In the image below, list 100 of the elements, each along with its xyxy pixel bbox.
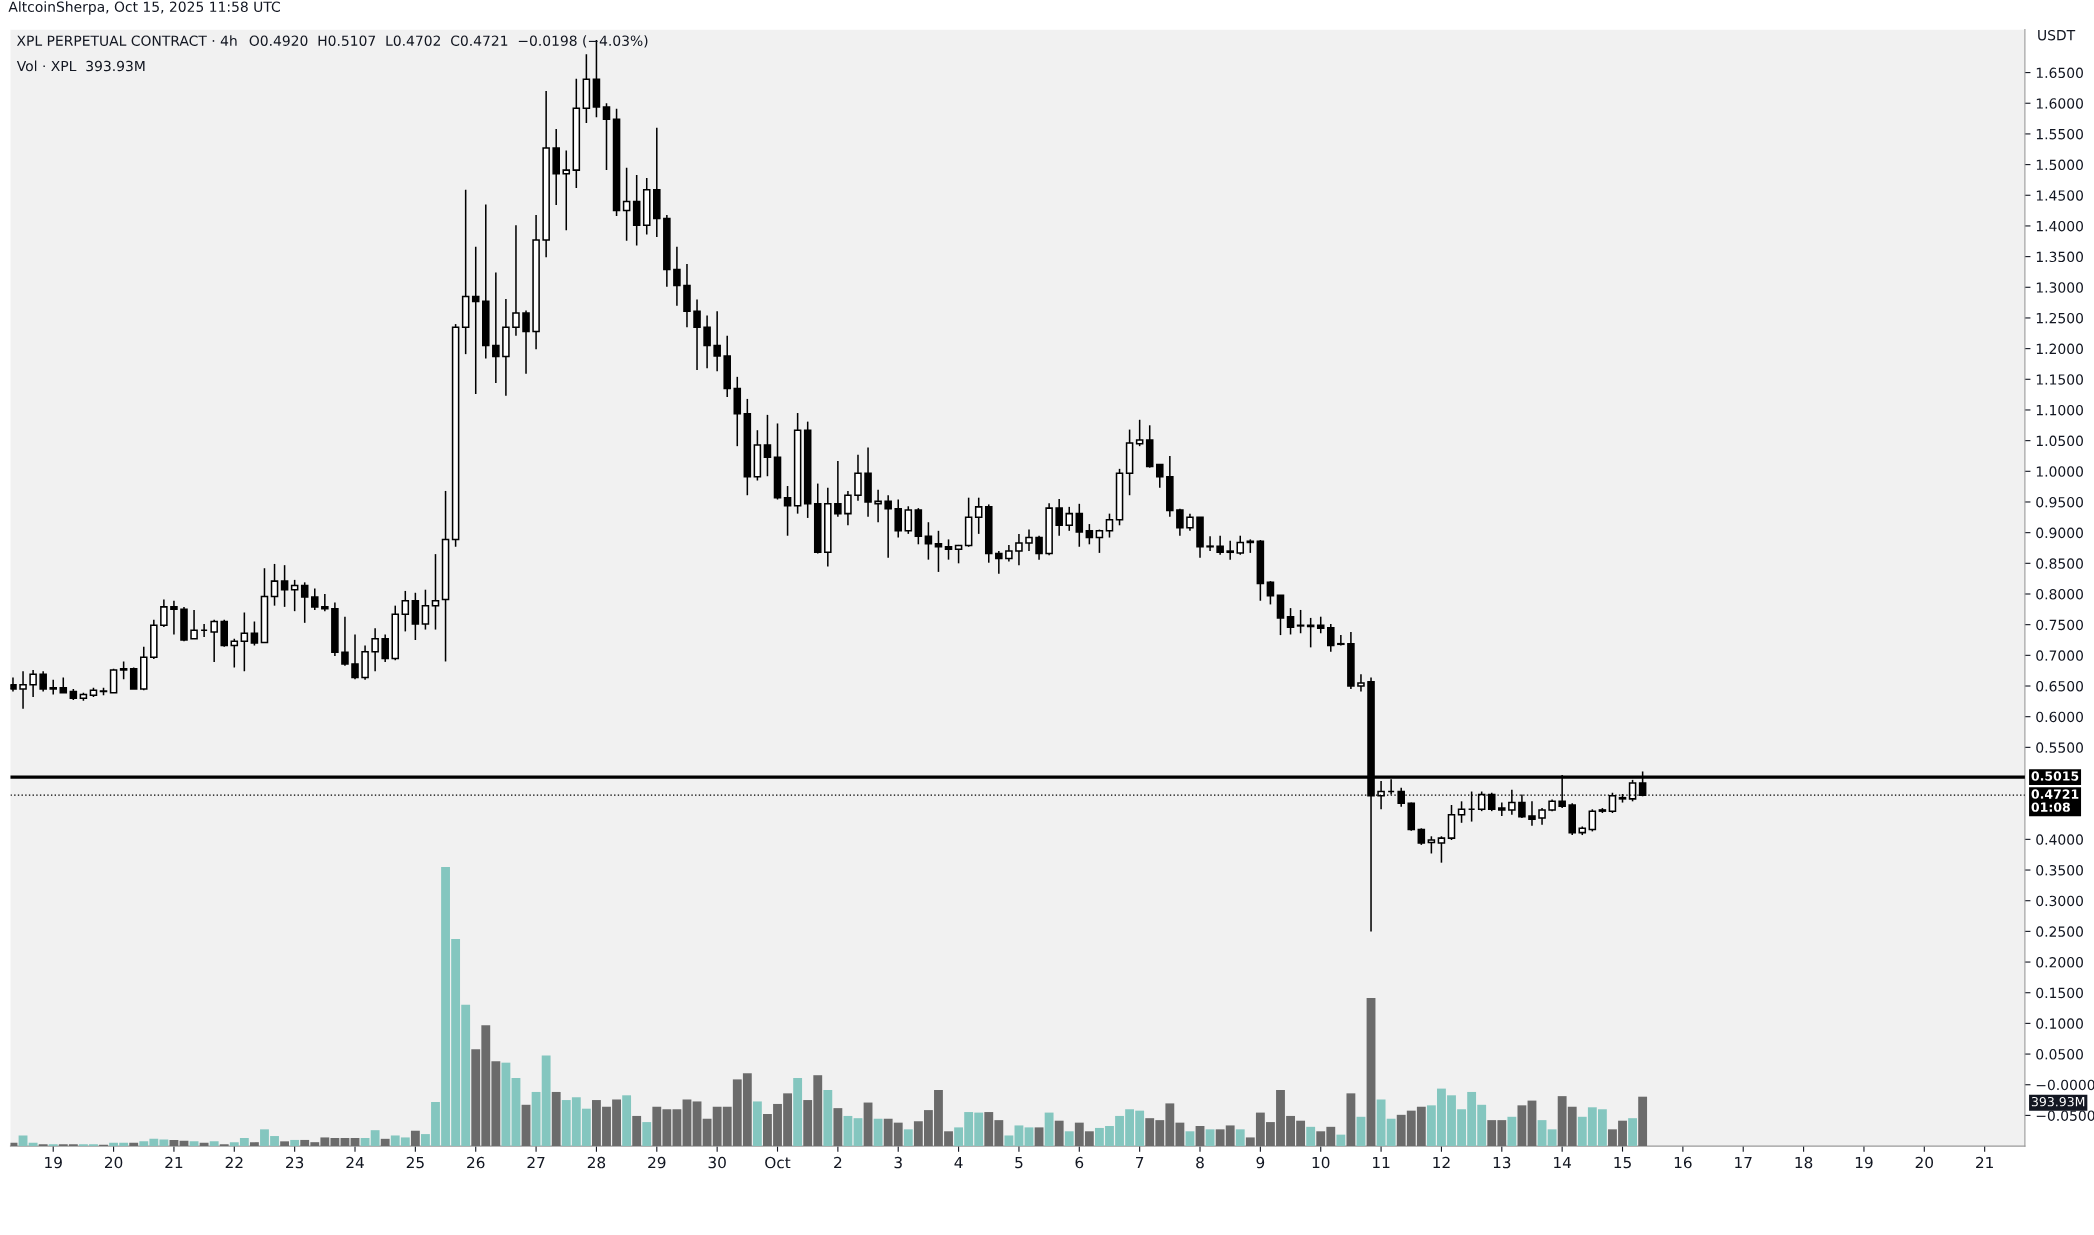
x-tick-label: 4 (954, 1156, 963, 1169)
text: AltcoinSherpa, Oct 15, 2025 11:58 UTC (8, 1, 280, 15)
bar (1185, 1131, 1195, 1147)
candlestick (39, 670, 47, 693)
x-tick-label: 7 (1136, 1156, 1144, 1169)
bar (692, 1101, 702, 1147)
text: 393.93M (2031, 1096, 2085, 1107)
y-tick-label: 0.2500 (2036, 926, 2083, 937)
bar (1336, 1134, 1346, 1147)
candlestick (220, 618, 229, 648)
y-tick-label: 1.4000 (2036, 220, 2083, 232)
bar (1014, 1125, 1024, 1147)
y-tick-label: 1.5500 (2036, 128, 2083, 140)
bar (521, 1104, 531, 1147)
x-tick-label: 14 (1554, 1156, 1572, 1169)
candlestick (1357, 673, 1365, 693)
bar (1195, 1125, 1205, 1147)
candlestick (250, 620, 259, 647)
y-tick-label: 0.4000 (2036, 834, 2083, 845)
bar (1638, 1096, 1648, 1147)
candlestick (1105, 512, 1114, 539)
bar (1537, 1120, 1547, 1147)
candlestick (492, 271, 500, 384)
bar (1628, 1118, 1637, 1147)
candlestick (1135, 419, 1144, 447)
y-tick-label: 1.1500 (2036, 374, 2083, 385)
y-tick-label: 1.6000 (2036, 98, 2083, 109)
candlestick (1075, 503, 1084, 548)
candlestick (844, 490, 852, 527)
bar (843, 1115, 853, 1147)
y-tick-label: 0.7500 (2036, 619, 2083, 631)
chart-subtitle: O0.4920 H0.5107 L0.4702 C0.4721 −0.0198 (−4.03%) (249, 35, 648, 48)
candlestick (934, 530, 943, 573)
y-tick-label: 0.3000 (2036, 895, 2083, 907)
candlestick (1236, 534, 1245, 556)
x-tick-label: 27 (527, 1156, 545, 1169)
candlestick (1176, 507, 1184, 537)
bar (793, 1078, 803, 1147)
candlestick (1015, 533, 1023, 566)
bar (280, 1141, 290, 1147)
candlestick (512, 224, 520, 337)
candlestick (190, 609, 198, 640)
candlestick (1337, 634, 1345, 647)
bar (1517, 1105, 1527, 1147)
bar (1306, 1126, 1316, 1147)
bar (209, 1141, 219, 1147)
bar (18, 1135, 28, 1147)
y-tick-label: 1.3500 (2036, 251, 2083, 263)
candlestick (1266, 580, 1275, 606)
candlestick (1437, 835, 1446, 864)
bar (823, 1090, 833, 1147)
candlestick (1286, 607, 1295, 636)
y-tick-label: 0.2000 (2036, 957, 2083, 968)
candlestick (240, 611, 249, 673)
bar (551, 1091, 561, 1147)
x-tick-label: 19 (45, 1156, 62, 1169)
bar (380, 1138, 390, 1147)
candlestick (321, 593, 329, 612)
candlestick (1457, 800, 1466, 824)
candlestick (1327, 623, 1335, 653)
candlestick (230, 638, 239, 669)
candlestick (1085, 523, 1094, 546)
bar (873, 1118, 883, 1147)
bar (199, 1142, 209, 1147)
candlestick (673, 246, 681, 307)
candlestick (1588, 808, 1597, 833)
bar (511, 1078, 521, 1147)
candlestick (1296, 609, 1305, 635)
candlestick (874, 488, 882, 523)
candlestick (1276, 594, 1285, 636)
bar (1346, 1093, 1356, 1147)
y-tick-label: 1.0500 (2036, 435, 2083, 447)
x-tick-label: 23 (286, 1156, 304, 1169)
candlestick (1025, 528, 1033, 552)
candlestick (693, 298, 701, 371)
candlestick (280, 564, 289, 608)
y-tick-label: 1.1000 (2036, 404, 2083, 416)
y-tick-label: 0.8000 (2036, 588, 2083, 600)
candlestick (884, 494, 892, 559)
candlestick (170, 599, 178, 636)
y-tick-label: 1.0000 (2036, 466, 2083, 477)
x-tick-label: 28 (587, 1156, 606, 1169)
candlestick (421, 588, 430, 631)
y-tick-label: 0.1000 (2036, 1018, 2083, 1029)
candlestick (411, 592, 420, 641)
x-tick-label: 26 (467, 1156, 485, 1169)
bar (632, 1115, 642, 1147)
candlestick (49, 679, 58, 696)
chart-title: Vol · XPL 393.93M (16, 60, 145, 72)
candlestick (160, 598, 168, 628)
x-tick-label: 12 (1433, 1156, 1450, 1169)
y-tick-label: 1.3000 (2036, 282, 2083, 293)
x-tick-label: 29 (648, 1156, 666, 1169)
x-tick-label: 21 (1976, 1156, 1993, 1169)
bar (1064, 1131, 1074, 1147)
x-tick-label: 30 (708, 1156, 726, 1169)
candlestick (1035, 534, 1043, 561)
bar (501, 1062, 511, 1147)
y-tick-label: −0.0500 (2036, 1110, 2094, 1121)
candlestick (371, 627, 379, 673)
